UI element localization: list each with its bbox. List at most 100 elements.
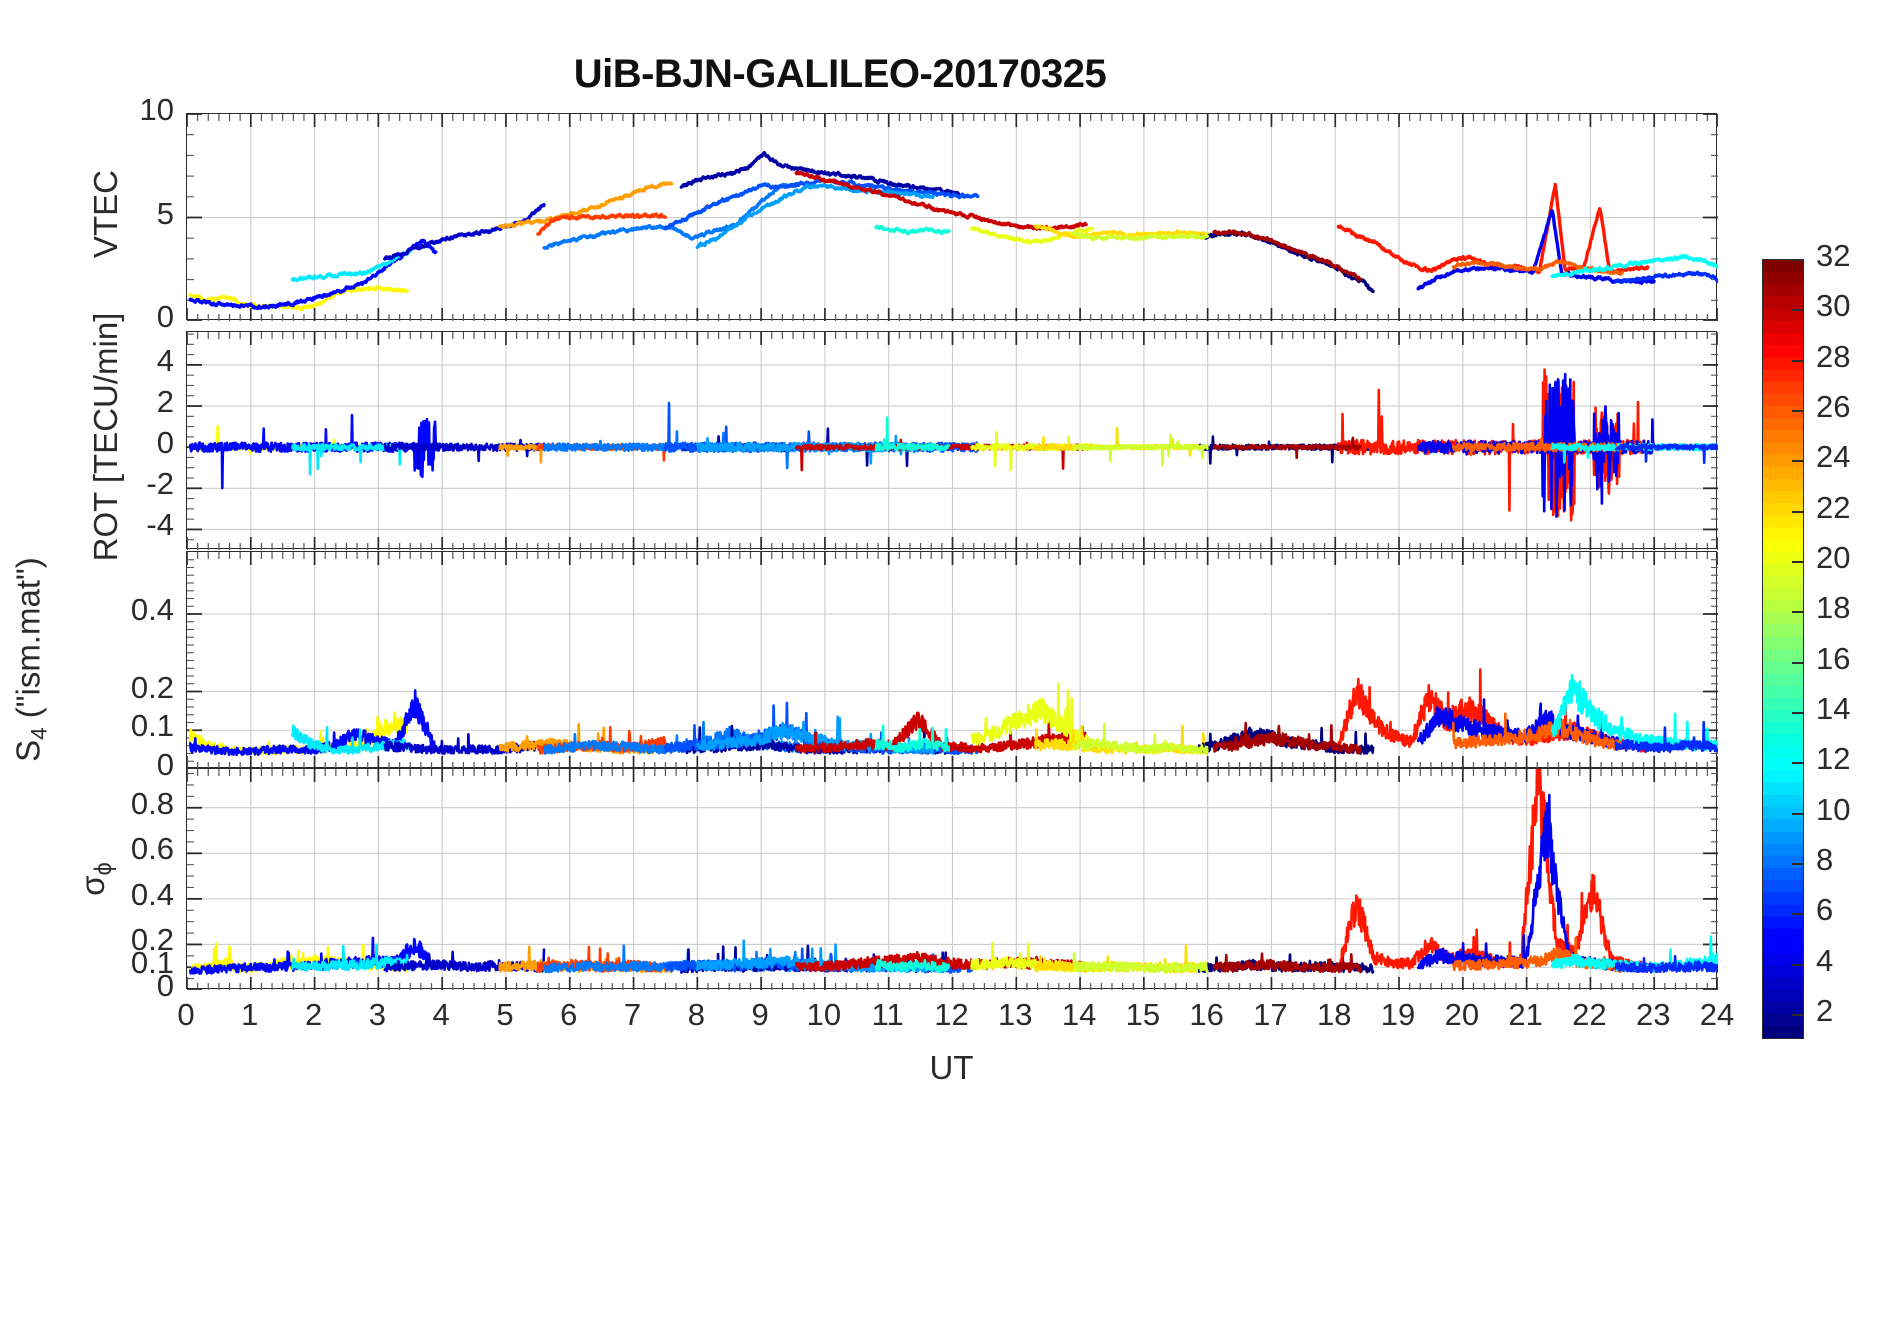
colorbar-tick-20: 20 bbox=[1816, 539, 1851, 575]
trace-prn-11 bbox=[291, 442, 412, 476]
trace-prn-24 bbox=[497, 181, 674, 229]
trace-prn-9 bbox=[695, 183, 935, 250]
ytick-rot-2: 0 bbox=[156, 425, 174, 461]
trace-prn-19 bbox=[1072, 722, 1209, 755]
trace-prn-26 bbox=[1452, 712, 1624, 751]
xtick-2: 2 bbox=[304, 997, 323, 1032]
ytick-rot-4: 4 bbox=[156, 342, 174, 378]
xtick-21: 21 bbox=[1508, 997, 1543, 1032]
colorbar-tick-16: 16 bbox=[1816, 640, 1851, 676]
panel-vtec[interactable] bbox=[186, 113, 1718, 321]
trace-prn-31 bbox=[1212, 436, 1362, 460]
colorbar-tick-12: 12 bbox=[1816, 741, 1851, 777]
trace-prn-13 bbox=[874, 724, 951, 753]
trace-prn-13 bbox=[874, 224, 951, 236]
xtick-0: 0 bbox=[177, 997, 195, 1032]
xtick-13: 13 bbox=[998, 997, 1033, 1032]
colorbar-tick-2: 2 bbox=[1816, 992, 1834, 1028]
ytick-sigma_phi-0: 0 bbox=[156, 968, 174, 1003]
colorbar-tick-6: 6 bbox=[1816, 892, 1834, 928]
ytick-sigma_phi-1: 0.1 bbox=[130, 945, 174, 981]
xtick-18: 18 bbox=[1317, 997, 1352, 1032]
colorbar-tick-8: 8 bbox=[1816, 841, 1834, 877]
colorbar-tickmark-2 bbox=[1792, 913, 1804, 916]
ytick-s4-0: 0 bbox=[156, 747, 174, 782]
trace-prn-11 bbox=[290, 249, 412, 283]
colorbar-tickmark-4 bbox=[1792, 812, 1804, 815]
ytick-vtec-0: 0 bbox=[156, 299, 174, 334]
xtick-10: 10 bbox=[806, 997, 842, 1032]
colorbar-tick-4: 4 bbox=[1816, 942, 1834, 978]
xtick-6: 6 bbox=[560, 997, 578, 1032]
ytick-sigma_phi-2: 0.2 bbox=[130, 922, 174, 958]
trace-prn-28 bbox=[1336, 182, 1650, 275]
ytick-sigma_phi-3: 0.4 bbox=[130, 876, 174, 912]
xtick-19: 19 bbox=[1380, 997, 1416, 1032]
xtick-20: 20 bbox=[1444, 997, 1480, 1032]
xtick-11: 11 bbox=[871, 997, 904, 1032]
colorbar-tick-10: 10 bbox=[1816, 791, 1851, 827]
trace-prn-8 bbox=[542, 181, 802, 250]
trace-prn-31 bbox=[1212, 952, 1362, 974]
colorbar-tick-26: 26 bbox=[1816, 388, 1851, 424]
xtick-15: 15 bbox=[1125, 997, 1161, 1032]
colorbar[interactable] bbox=[1762, 259, 1804, 1039]
trace-prn-6 bbox=[1614, 720, 1718, 754]
trace-prn-28 bbox=[1337, 668, 1649, 754]
colorbar-tickmark-1 bbox=[1792, 963, 1804, 966]
trace-prn-19 bbox=[1072, 951, 1209, 974]
colorbar-tick-18: 18 bbox=[1816, 590, 1851, 626]
trace-prn-3 bbox=[383, 732, 546, 755]
xtick-5: 5 bbox=[496, 997, 514, 1032]
trace-prn-13 bbox=[874, 958, 951, 974]
trace-prn-21 bbox=[188, 285, 409, 312]
xtick-7: 7 bbox=[623, 997, 642, 1032]
page-title: UiB-BJN-GALILEO-20170325 bbox=[573, 52, 1107, 96]
colorbar-tickmark-9 bbox=[1792, 560, 1804, 563]
colorbar-tickmark-12 bbox=[1792, 409, 1804, 412]
trace-prn-27 bbox=[536, 212, 668, 236]
panel-sigma_phi[interactable] bbox=[186, 768, 1718, 990]
colorbar-tick-22: 22 bbox=[1816, 489, 1851, 525]
trace-prn-19 bbox=[1072, 433, 1209, 467]
colorbar-tickmark-11 bbox=[1792, 460, 1804, 463]
xtick-22: 22 bbox=[1572, 997, 1607, 1032]
ytick-sigma_phi-5: 0.8 bbox=[130, 785, 174, 821]
colorbar-tick-28: 28 bbox=[1816, 338, 1851, 374]
trace-prn-4 bbox=[1416, 209, 1656, 291]
colorbar-tickmark-6 bbox=[1792, 711, 1804, 714]
xtick-24: 24 bbox=[1699, 997, 1735, 1032]
xtick-17: 17 bbox=[1253, 997, 1288, 1032]
xtick-16: 16 bbox=[1189, 997, 1224, 1032]
ytick-s4-1: 0.1 bbox=[130, 708, 174, 744]
colorbar-tick-14: 14 bbox=[1816, 690, 1851, 726]
trace-prn-13 bbox=[874, 416, 951, 452]
trace-prn-22 bbox=[1034, 426, 1209, 457]
xtick-1: 1 bbox=[241, 997, 259, 1032]
trace-prn-3 bbox=[383, 203, 546, 261]
panel-s4[interactable] bbox=[186, 551, 1718, 769]
trace-prn-20 bbox=[970, 430, 1094, 471]
trace-prn-6 bbox=[1614, 954, 1718, 974]
ylabel-rot: ROT [TECU/min] bbox=[87, 312, 124, 562]
trace-prn-31 bbox=[1212, 721, 1362, 755]
colorbar-tickmark-3 bbox=[1792, 862, 1804, 865]
ylabel-sigma_phi: σϕ bbox=[73, 861, 118, 896]
ytick-rot-3: 2 bbox=[156, 384, 174, 420]
trace-prn-3 bbox=[383, 438, 546, 470]
trace-prn-19 bbox=[1072, 231, 1210, 242]
colorbar-tickmark-5 bbox=[1792, 762, 1804, 765]
colorbar-tickmark-0 bbox=[1792, 1013, 1804, 1016]
ytick-sigma_phi-4: 0.6 bbox=[130, 831, 174, 867]
ytick-s4-2: 0.2 bbox=[130, 669, 174, 705]
trace-prn-31 bbox=[1212, 229, 1363, 282]
ytick-rot-1: -2 bbox=[146, 466, 174, 502]
colorbar-tickmark-13 bbox=[1792, 359, 1804, 362]
trace-prn-1 bbox=[1196, 230, 1375, 294]
xtick-8: 8 bbox=[687, 997, 705, 1032]
xtick-23: 23 bbox=[1635, 997, 1671, 1032]
panel-rot[interactable] bbox=[186, 331, 1718, 550]
trace-prn-12 bbox=[1550, 253, 1718, 279]
colorbar-tickmark-7 bbox=[1792, 661, 1804, 664]
xtick-4: 4 bbox=[432, 997, 450, 1032]
